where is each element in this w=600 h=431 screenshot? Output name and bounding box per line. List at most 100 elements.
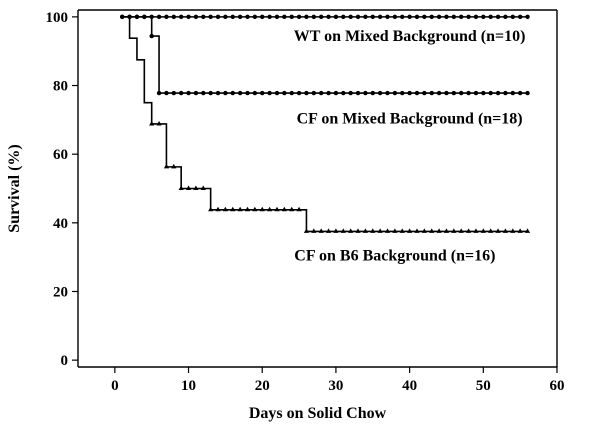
series-3-point bbox=[429, 228, 435, 233]
y-tick-label: 100 bbox=[46, 10, 69, 26]
series-3-point bbox=[333, 228, 339, 233]
x-axis-title: Days on Solid Chow bbox=[249, 405, 387, 422]
series-3-point bbox=[296, 206, 302, 212]
series-2-point bbox=[237, 90, 243, 96]
series-2-point bbox=[414, 90, 420, 96]
series-2-point bbox=[311, 90, 317, 96]
series-3-point bbox=[222, 206, 228, 212]
plot-area bbox=[77, 9, 558, 368]
series-1-point bbox=[525, 14, 530, 20]
series-2-point bbox=[208, 90, 213, 96]
series-1-point bbox=[201, 14, 206, 20]
series-3-point bbox=[215, 206, 221, 212]
series-1-point bbox=[318, 14, 324, 20]
series-3-point bbox=[178, 185, 184, 190]
series-2-point bbox=[223, 90, 228, 96]
series-3-point bbox=[348, 228, 354, 233]
series-3-point bbox=[303, 228, 310, 233]
series-2-point bbox=[252, 90, 258, 96]
series-3-point bbox=[318, 228, 324, 233]
series-1-point bbox=[230, 14, 235, 20]
series-1-point bbox=[451, 14, 457, 20]
series-1-point bbox=[407, 14, 412, 20]
ticks: 0 10 20 30 40 50 60 0 20 40 60 80 100 bbox=[46, 10, 565, 394]
series-1-point bbox=[252, 14, 258, 20]
series-3-point bbox=[407, 228, 413, 233]
series-3-point bbox=[355, 228, 361, 233]
series-3 bbox=[122, 16, 531, 233]
series-1-point bbox=[488, 14, 493, 20]
x-tick-label: 60 bbox=[550, 378, 565, 394]
series-2-point bbox=[193, 90, 199, 96]
series-1-point bbox=[164, 14, 169, 20]
series-3-point bbox=[451, 228, 457, 233]
series-label-1: WT on Mixed Background (n=10) bbox=[294, 28, 526, 45]
series-label-2: CF on Mixed Background (n=18) bbox=[297, 110, 523, 127]
series-1-point bbox=[341, 14, 346, 20]
series-2-point bbox=[274, 90, 280, 96]
series-label-3: CF on B6 Background (n=16) bbox=[294, 248, 495, 265]
series-3-point bbox=[510, 228, 516, 233]
series-1-point bbox=[510, 14, 515, 20]
series-2-point bbox=[422, 90, 427, 96]
series-2-point bbox=[318, 90, 324, 96]
series-1-point bbox=[178, 14, 184, 20]
y-tick-label: 0 bbox=[61, 353, 69, 369]
series-2-point bbox=[444, 90, 449, 96]
series-1-point bbox=[385, 14, 390, 20]
series-2-point bbox=[517, 90, 523, 96]
series-2-point bbox=[466, 90, 471, 96]
series-1-point bbox=[370, 14, 375, 20]
x-tick-label: 50 bbox=[476, 378, 491, 394]
series-1-point bbox=[466, 14, 471, 20]
series-2 bbox=[120, 14, 530, 96]
series-3-point bbox=[480, 228, 486, 233]
series-1 bbox=[120, 14, 530, 20]
series-3-point bbox=[392, 228, 398, 233]
y-tick-label: 40 bbox=[53, 216, 68, 232]
series-2-point bbox=[282, 90, 287, 96]
series-2-point bbox=[459, 90, 464, 96]
series-2-point bbox=[245, 90, 250, 96]
series-2-point bbox=[451, 90, 457, 96]
series-1-point bbox=[459, 14, 464, 20]
series-1-point bbox=[481, 14, 486, 20]
series-3-point bbox=[185, 185, 192, 190]
series-1-point bbox=[186, 14, 191, 20]
series-2-point bbox=[289, 90, 294, 96]
series-3-point bbox=[362, 228, 368, 233]
series-2-point bbox=[142, 14, 147, 20]
series-1-point bbox=[193, 14, 199, 20]
series-1-point bbox=[267, 14, 272, 20]
series-1-point bbox=[156, 14, 162, 20]
series-1-point bbox=[171, 14, 176, 20]
series-3-point bbox=[414, 228, 420, 233]
series-2-point bbox=[230, 90, 235, 96]
series-3-point bbox=[524, 228, 531, 233]
series-2-point bbox=[164, 90, 169, 96]
series-2-point bbox=[385, 90, 390, 96]
series-2-point bbox=[436, 90, 442, 96]
series-2-point bbox=[296, 90, 302, 96]
series-2-point bbox=[355, 90, 361, 96]
series-1-point bbox=[223, 14, 228, 20]
series-3-point bbox=[244, 206, 251, 212]
series-2-point bbox=[510, 90, 515, 96]
series-1-point bbox=[282, 14, 287, 20]
series-3-point bbox=[259, 206, 265, 212]
series-3-point bbox=[340, 228, 346, 233]
series-3-point bbox=[443, 228, 450, 233]
series-3-point bbox=[399, 228, 405, 233]
series-3-point bbox=[377, 228, 383, 233]
series-3-point bbox=[370, 228, 376, 233]
series-3-point bbox=[502, 228, 509, 233]
series-2-line bbox=[122, 16, 528, 94]
series-3-point bbox=[267, 206, 273, 212]
series-3-point bbox=[252, 206, 258, 212]
series-3-point bbox=[488, 228, 494, 233]
series-3-point bbox=[230, 206, 236, 212]
series-3-point bbox=[517, 228, 523, 233]
series-1-point bbox=[473, 14, 479, 20]
y-axis-title: Survival (%) bbox=[6, 144, 23, 232]
